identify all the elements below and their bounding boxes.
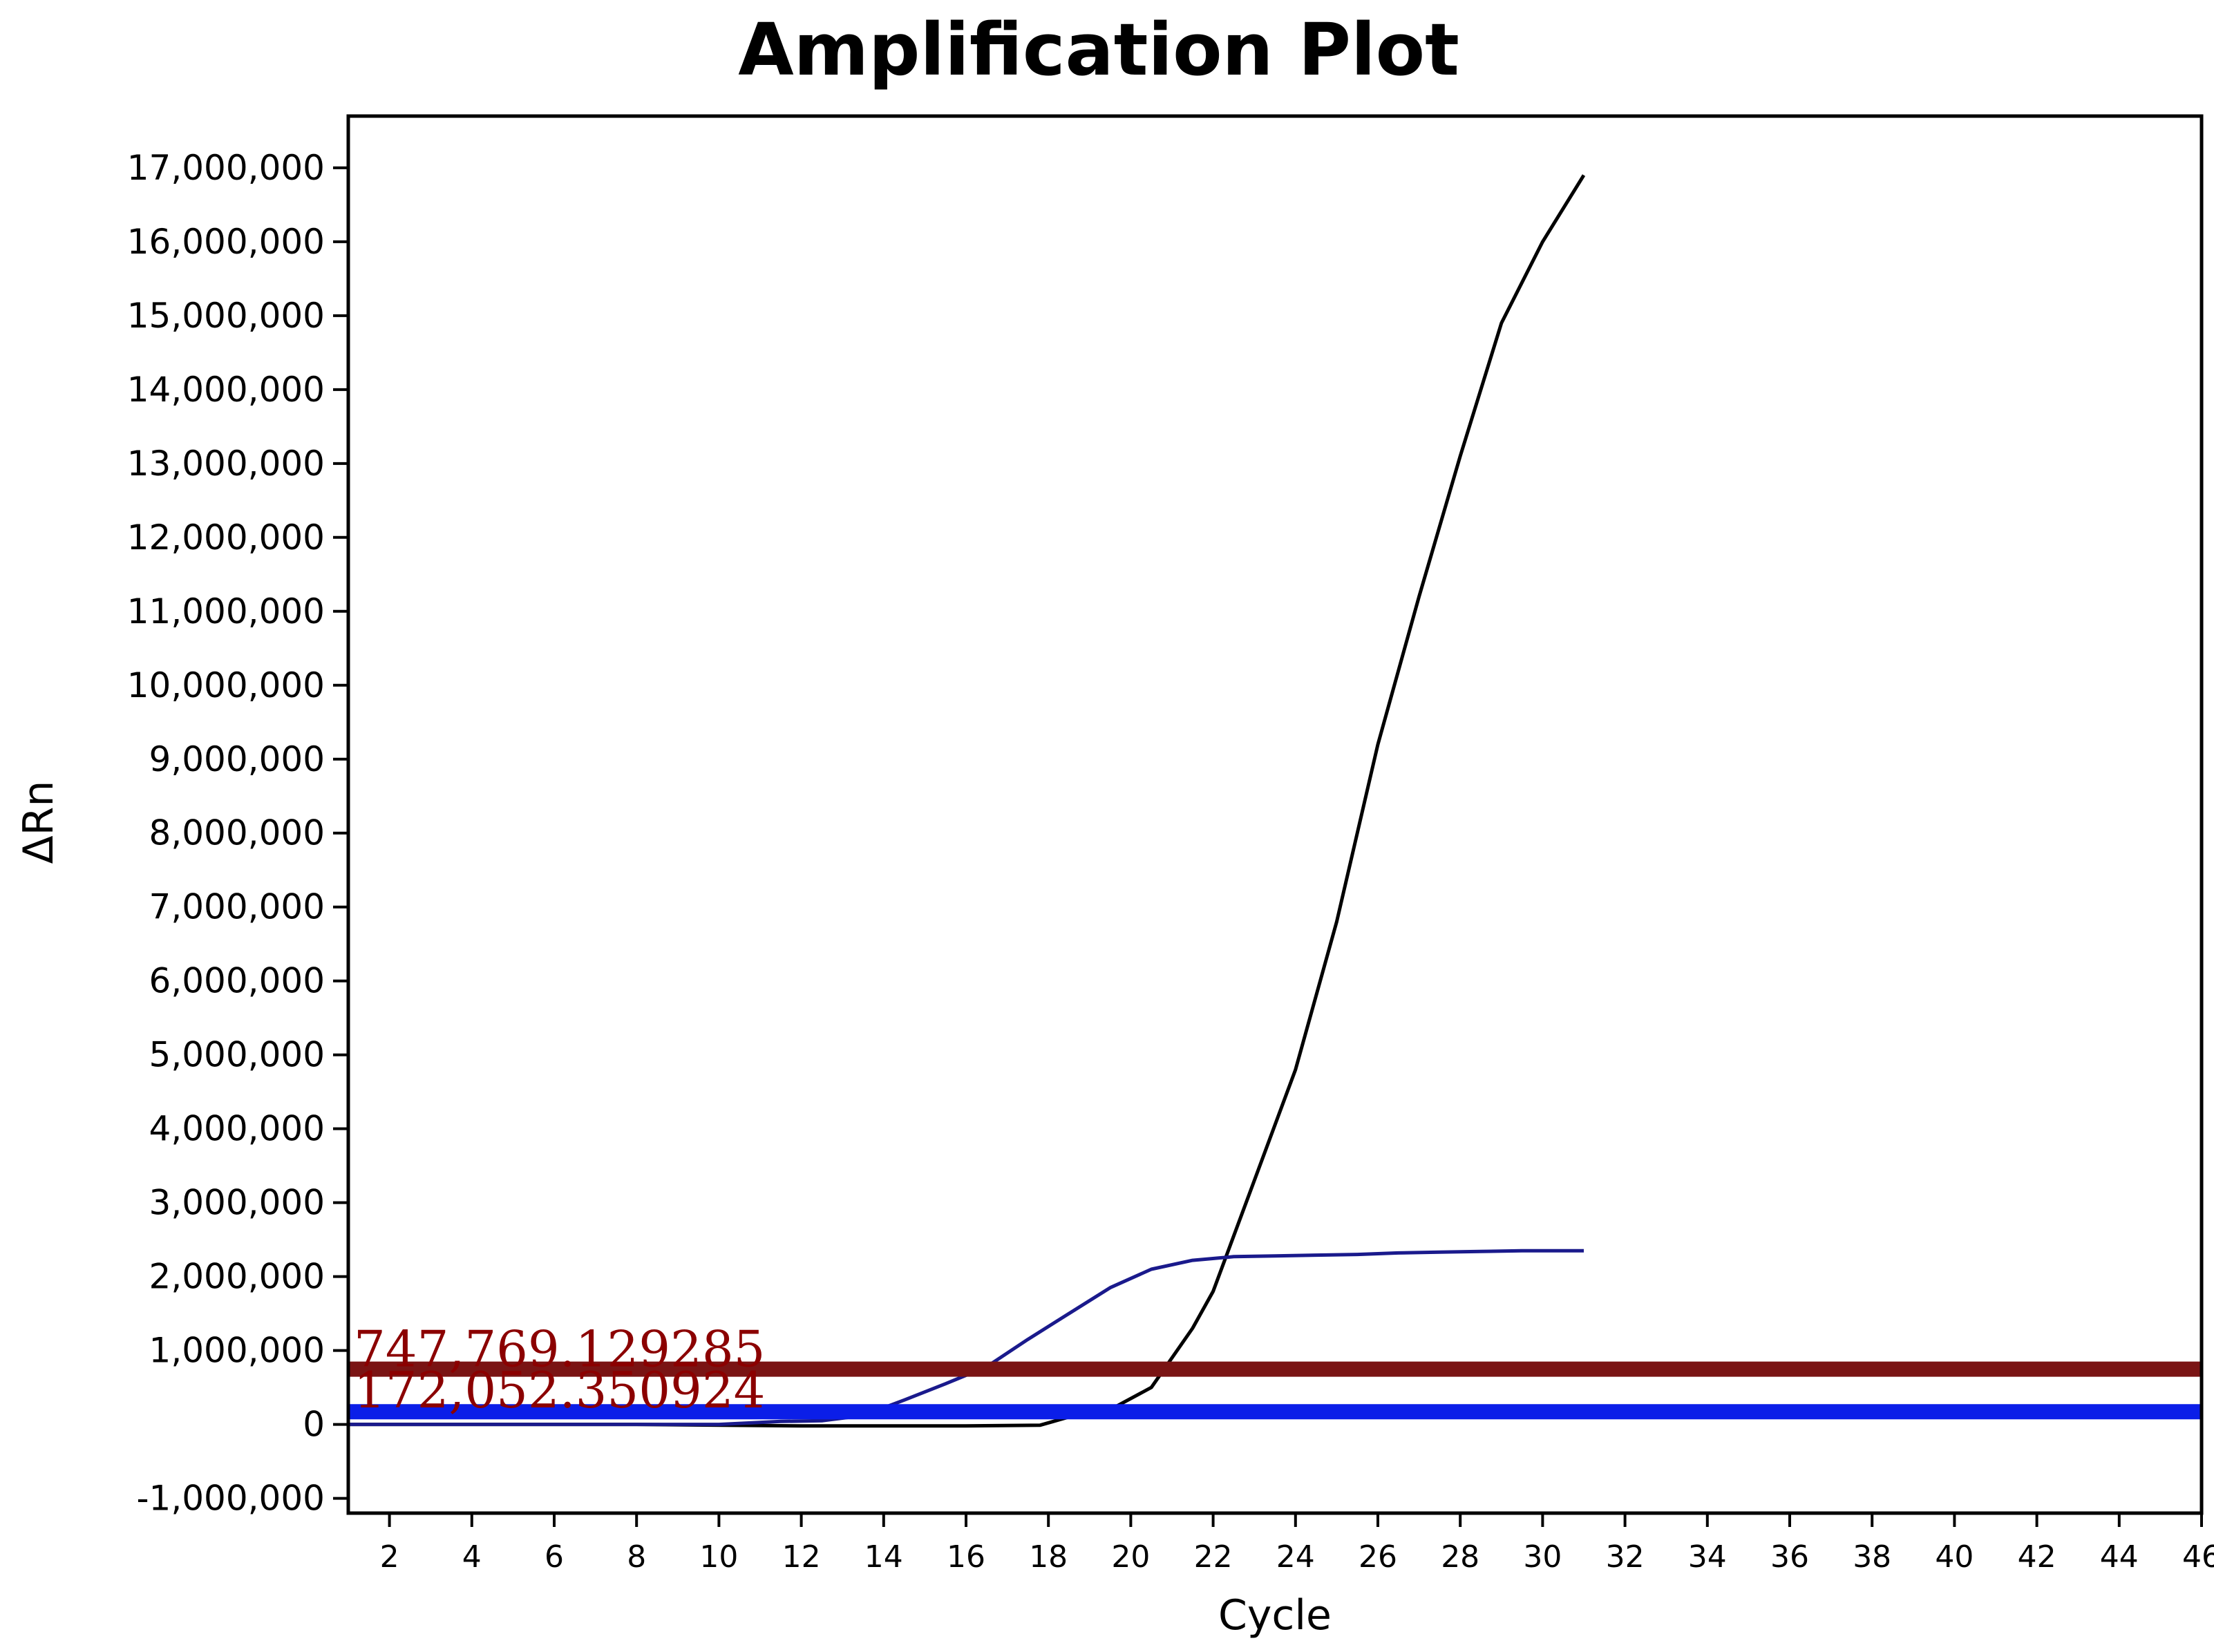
y-tick-label: 4,000,000 xyxy=(149,1109,325,1149)
x-tick-label: 14 xyxy=(864,1539,903,1575)
x-axis-ticks: 2 4 6 8 10 12 14 16 18 20 22 24 26 28 30 32 34 36 38 40 42 44… xyxy=(380,1513,2214,1575)
x-tick-label: 22 xyxy=(1194,1539,1233,1575)
y-axis-title: ΔRn xyxy=(15,781,63,864)
x-tick-label: 40 xyxy=(1935,1539,1974,1575)
y-tick-label: -1,000,000 xyxy=(136,1479,325,1519)
y-axis-ticks: -1,000,000 0 1,000,000 2,000,000 3,000,000 4,… xyxy=(127,148,348,1519)
y-tick-label: 12,000,000 xyxy=(127,518,325,558)
x-tick-label: 38 xyxy=(1853,1539,1891,1575)
x-tick-label: 46 xyxy=(2182,1539,2214,1575)
y-tick-label: 14,000,000 xyxy=(127,370,325,410)
x-tick-label: 44 xyxy=(2100,1539,2139,1575)
x-tick-label: 20 xyxy=(1111,1539,1150,1575)
y-tick-label: 7,000,000 xyxy=(149,887,325,927)
x-tick-label: 18 xyxy=(1029,1539,1068,1575)
y-tick-label: 9,000,000 xyxy=(149,739,325,779)
x-tick-label: 26 xyxy=(1359,1539,1397,1575)
y-tick-label: 11,000,000 xyxy=(127,591,325,632)
x-tick-label: 32 xyxy=(1606,1539,1645,1575)
x-tick-label: 42 xyxy=(2018,1539,2056,1575)
x-tick-label: 8 xyxy=(627,1539,646,1575)
x-tick-label: 24 xyxy=(1276,1539,1315,1575)
y-tick-label: 10,000,000 xyxy=(127,665,325,705)
chart-title: Amplification Plot xyxy=(738,8,1459,92)
x-tick-label: 28 xyxy=(1441,1539,1479,1575)
y-tick-label: 16,000,000 xyxy=(127,222,325,262)
y-tick-label: 2,000,000 xyxy=(149,1257,325,1297)
series-lines xyxy=(348,174,1586,1428)
plot-area-frame xyxy=(346,114,2204,1515)
y-tick-label: 8,000,000 xyxy=(149,813,325,853)
y-tick-label: 17,000,000 xyxy=(127,148,325,188)
series-line-2 xyxy=(348,1249,1584,1427)
x-tick-label: 4 xyxy=(462,1539,482,1575)
x-tick-label: 34 xyxy=(1688,1539,1727,1575)
y-tick-label: 15,000,000 xyxy=(127,296,325,336)
x-tick-label: 12 xyxy=(782,1539,821,1575)
y-tick-label: 5,000,000 xyxy=(149,1035,325,1075)
x-tick-label: 2 xyxy=(380,1539,399,1575)
x-tick-label: 16 xyxy=(947,1539,985,1575)
y-tick-label: 1,000,000 xyxy=(149,1331,325,1371)
y-tick-label: 0 xyxy=(303,1405,325,1445)
threshold-label-2: 172,052.350924 xyxy=(354,1361,765,1419)
x-tick-label: 6 xyxy=(545,1539,564,1575)
x-axis-title: Cycle xyxy=(1218,1591,1332,1640)
y-tick-label: 3,000,000 xyxy=(149,1183,325,1223)
x-tick-label: 36 xyxy=(1770,1539,1809,1575)
threshold-label-1: 747,769.129285 xyxy=(354,1320,765,1378)
x-tick-label: 30 xyxy=(1523,1539,1562,1575)
y-tick-label: 13,000,000 xyxy=(127,444,325,484)
series-line-1 xyxy=(348,174,1586,1428)
x-tick-label: 10 xyxy=(699,1539,738,1575)
y-tick-label: 6,000,000 xyxy=(149,961,325,1001)
